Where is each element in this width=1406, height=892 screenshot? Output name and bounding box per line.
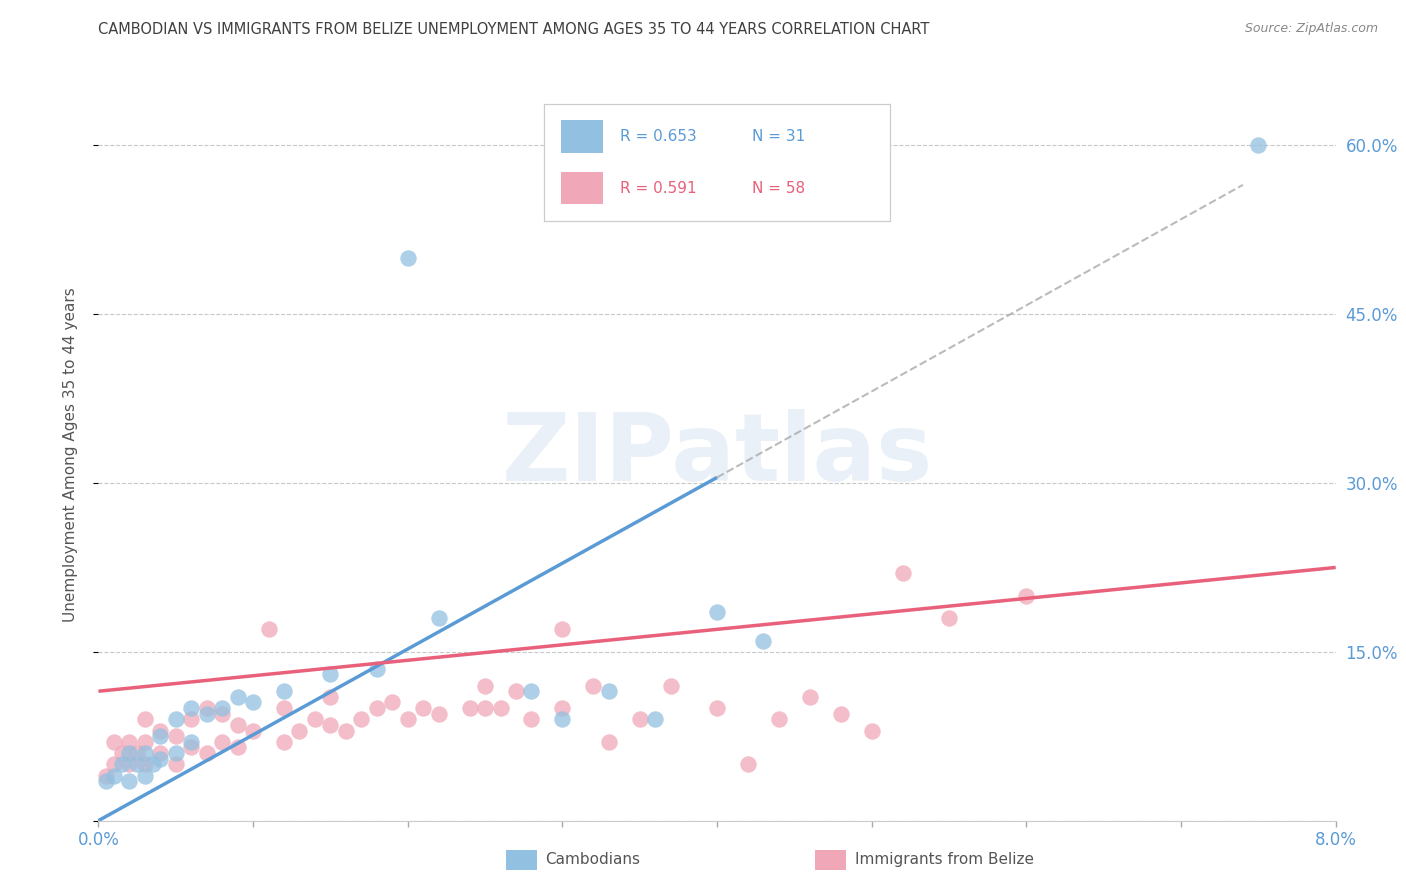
Text: Immigrants from Belize: Immigrants from Belize (855, 853, 1033, 867)
Point (96, 774, 118, 789)
Point (706, 701, 728, 715)
Point (165, 729, 187, 743)
Point (1247, 138, 1270, 153)
Point (860, 723, 883, 738)
Point (195, 701, 218, 715)
Text: Source: ZipAtlas.com: Source: ZipAtlas.com (1244, 22, 1378, 36)
Point (127, 746, 149, 760)
Point (598, 735, 620, 749)
Point (474, 701, 496, 715)
Point (598, 684, 620, 698)
Point (752, 633, 775, 648)
Point (134, 735, 156, 749)
Point (118, 774, 141, 789)
Point (165, 746, 187, 760)
Point (489, 701, 512, 715)
Point (96, 769, 118, 783)
Point (551, 701, 574, 715)
Point (520, 712, 543, 726)
Point (551, 623, 574, 637)
Point (830, 706, 852, 721)
Point (319, 690, 342, 704)
Point (118, 757, 141, 772)
Point (195, 746, 218, 760)
Point (103, 735, 125, 749)
Point (350, 712, 373, 726)
Point (288, 723, 311, 738)
Point (551, 712, 574, 726)
Point (458, 701, 481, 715)
Point (149, 746, 172, 760)
Point (134, 757, 156, 772)
Text: ZIPatlas: ZIPatlas (502, 409, 932, 501)
Point (149, 723, 172, 738)
Point (103, 769, 125, 783)
Point (768, 712, 790, 726)
Text: CAMBODIAN VS IMMIGRANTS FROM BELIZE UNEMPLOYMENT AMONG AGES 35 TO 44 YEARS CORRE: CAMBODIAN VS IMMIGRANTS FROM BELIZE UNEM… (98, 22, 929, 37)
Point (381, 696, 404, 710)
Point (257, 623, 280, 637)
Point (195, 706, 218, 721)
Point (134, 746, 156, 760)
Point (118, 746, 141, 760)
Point (226, 718, 249, 732)
Point (111, 757, 134, 772)
Point (520, 684, 543, 698)
Point (427, 706, 450, 721)
Point (273, 735, 295, 749)
Point (644, 712, 666, 726)
Point (474, 679, 496, 693)
Point (427, 611, 450, 625)
Point (142, 757, 165, 772)
Point (211, 701, 233, 715)
Point (319, 667, 342, 681)
Point (366, 701, 388, 715)
Point (180, 712, 202, 726)
Point (111, 746, 134, 760)
Point (319, 718, 342, 732)
Point (799, 690, 821, 704)
Point (211, 735, 233, 749)
Point (396, 712, 419, 726)
Point (891, 566, 914, 580)
Point (628, 712, 651, 726)
Point (134, 769, 156, 783)
Point (273, 701, 295, 715)
Point (366, 662, 388, 676)
Point (396, 251, 419, 265)
Point (180, 740, 202, 755)
Point (412, 701, 434, 715)
Point (180, 701, 202, 715)
Point (659, 679, 682, 693)
Point (505, 684, 527, 698)
Point (273, 684, 295, 698)
Point (242, 696, 264, 710)
Point (149, 729, 172, 743)
Point (103, 757, 125, 772)
Point (180, 735, 202, 749)
Point (226, 740, 249, 755)
Point (582, 679, 605, 693)
Point (706, 606, 728, 620)
Point (134, 712, 156, 726)
Point (938, 611, 960, 625)
Point (211, 706, 233, 721)
Text: Cambodians: Cambodians (546, 853, 641, 867)
Point (737, 757, 759, 772)
Point (165, 757, 187, 772)
Point (335, 723, 357, 738)
Point (226, 690, 249, 704)
Point (304, 712, 326, 726)
Point (149, 752, 172, 766)
Point (127, 757, 149, 772)
Point (242, 723, 264, 738)
Y-axis label: Unemployment Among Ages 35 to 44 years: Unemployment Among Ages 35 to 44 years (63, 287, 77, 623)
Point (118, 735, 141, 749)
Point (165, 712, 187, 726)
Point (1015, 589, 1038, 603)
